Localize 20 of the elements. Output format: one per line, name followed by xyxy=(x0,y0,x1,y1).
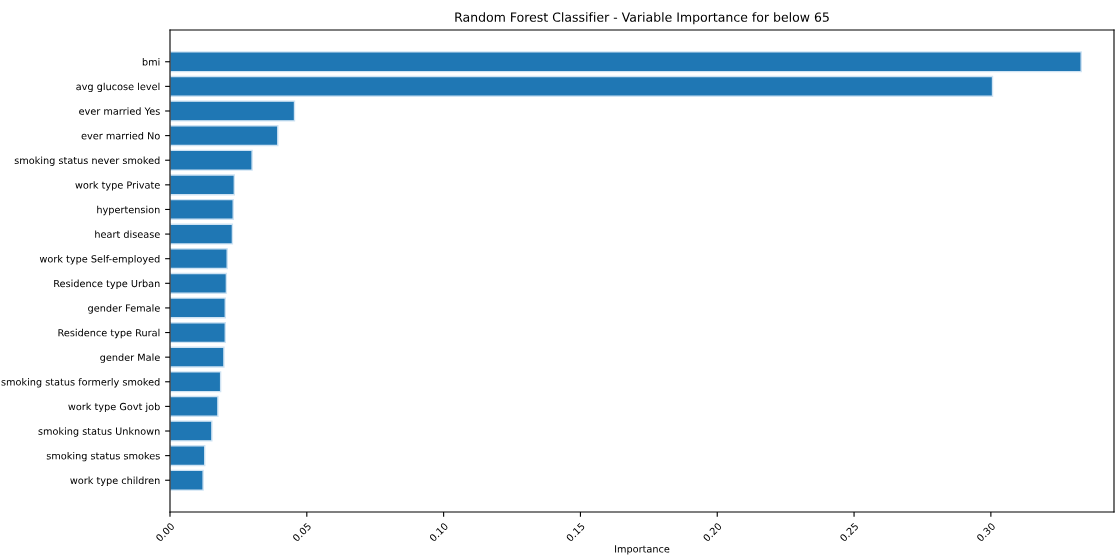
chart-title: Random Forest Classifier - Variable Importance for below 65 xyxy=(455,12,829,25)
y-tick-label: smoking status Unknown xyxy=(38,427,160,437)
y-tick-label: smoking status formerly smoked xyxy=(1,378,160,388)
y-tick-label: heart disease xyxy=(95,230,160,238)
y-tick-label: work type Govt job xyxy=(68,402,160,413)
x-axis-title: Importance xyxy=(615,545,670,555)
y-tick-label: gender Female xyxy=(88,304,160,314)
y-tick-label: ever married Yes xyxy=(79,107,160,115)
y-tick-label: smoking status never smoked xyxy=(14,156,160,166)
y-tick-label: avg glucose level xyxy=(76,82,160,93)
y-tick-label: ever married No xyxy=(81,131,160,140)
y-tick-label: Residence type Rural xyxy=(58,328,160,339)
y-tick-label: work type Self-employed xyxy=(39,255,160,265)
y-tick-label: smoking status smokes xyxy=(46,451,160,462)
y-tick-label: hypertension xyxy=(97,205,160,216)
y-tick-label: gender Male xyxy=(100,353,160,363)
y-tick-label: bmi xyxy=(142,58,160,66)
y-tick-label: Residence type Urban xyxy=(54,279,160,290)
y-tick-label: work type children xyxy=(70,476,160,486)
y-tick-label: work type Private xyxy=(75,181,160,191)
